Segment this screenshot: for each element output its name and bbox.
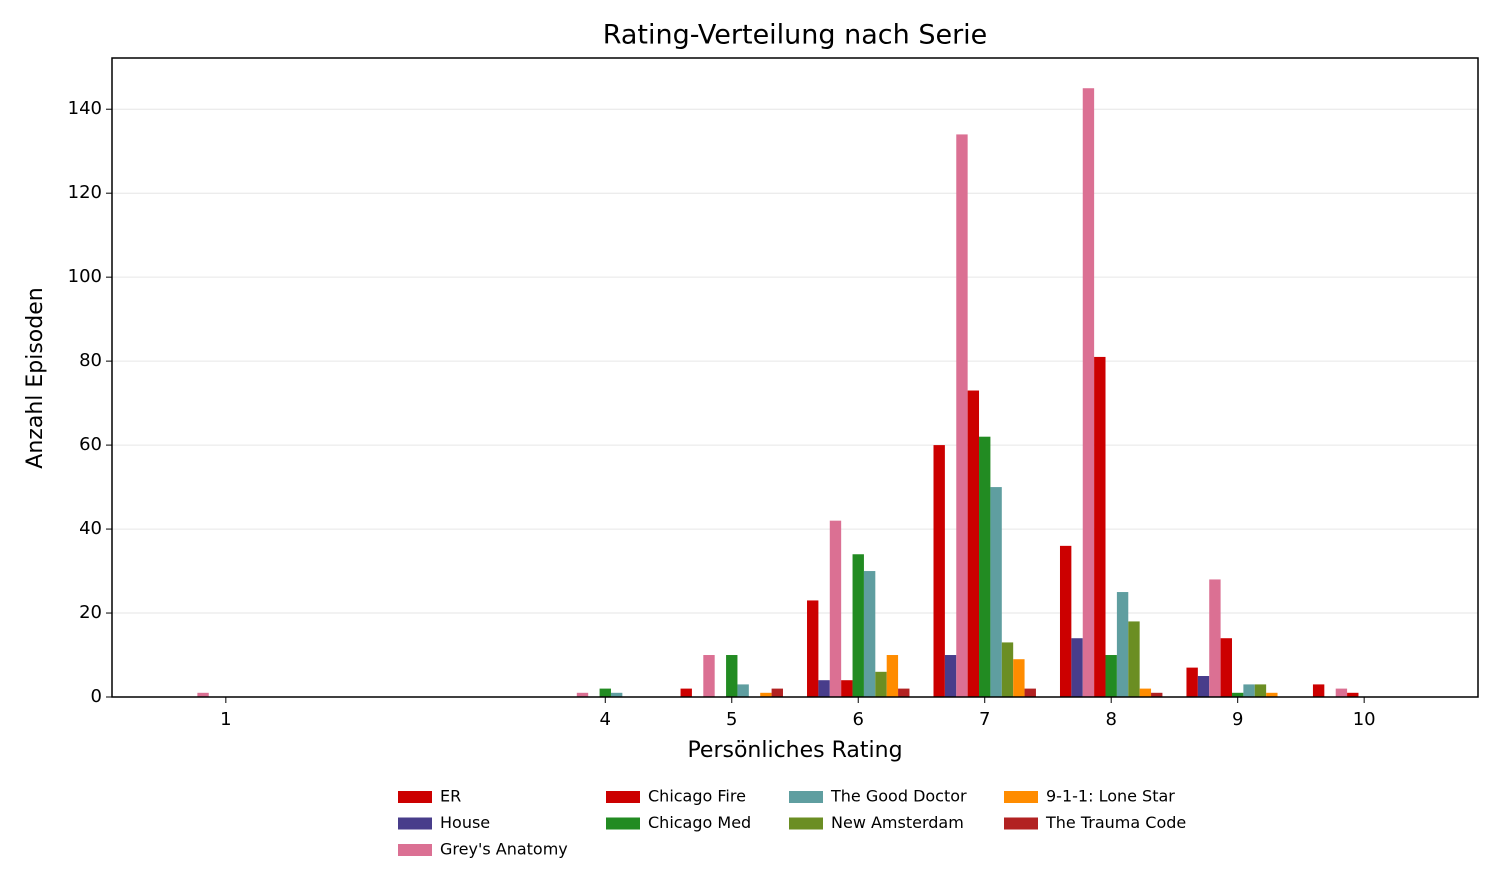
legend-label: House <box>440 813 490 832</box>
bar <box>1094 356 1106 697</box>
bar <box>1128 621 1140 697</box>
bar <box>599 688 611 697</box>
bar <box>967 390 980 697</box>
x-tick-label: 6 <box>853 709 864 730</box>
legend-swatch <box>606 817 640 830</box>
bar <box>956 134 968 697</box>
bar <box>1186 667 1198 697</box>
bar <box>1024 688 1036 697</box>
bar <box>1347 692 1359 697</box>
bar <box>1220 638 1232 697</box>
bar <box>841 680 853 697</box>
x-tick-label: 9 <box>1232 709 1243 730</box>
bar <box>1254 684 1267 697</box>
bar <box>1243 684 1255 697</box>
legend-label: ER <box>440 787 461 806</box>
bar <box>886 655 899 697</box>
bar <box>771 688 783 697</box>
legend-label: Grey's Anatomy <box>440 840 568 859</box>
bar <box>1013 659 1025 697</box>
bar <box>875 671 887 697</box>
bar <box>852 554 864 697</box>
bar <box>1116 592 1129 697</box>
y-axis-label: Anzahl Episoden <box>23 287 48 468</box>
y-tick-label: 80 <box>79 350 102 371</box>
legend-label: Chicago Fire <box>648 787 746 806</box>
legend-label: The Trauma Code <box>1045 813 1186 832</box>
bar <box>1312 684 1325 697</box>
bar <box>680 688 692 697</box>
bar <box>1266 692 1278 697</box>
bar <box>610 692 623 697</box>
legend-swatch <box>398 817 432 830</box>
legend-label: New Amsterdam <box>831 813 964 832</box>
bar <box>737 684 749 697</box>
legend-swatch <box>1004 817 1038 830</box>
chart-title: Rating-Verteilung nach Serie <box>603 20 988 51</box>
legend-swatch <box>789 791 823 803</box>
x-axis-label: Persönliches Rating <box>687 738 902 763</box>
bar <box>1335 688 1348 697</box>
x-tick-label: 8 <box>1105 709 1116 730</box>
legend-swatch <box>398 791 432 803</box>
y-tick-label: 120 <box>68 182 102 203</box>
x-tick-label: 1 <box>220 709 231 730</box>
bar <box>703 655 715 697</box>
legend-swatch <box>398 844 432 856</box>
bar <box>1059 545 1072 697</box>
bar <box>979 436 991 697</box>
bar <box>576 692 589 697</box>
bar <box>944 655 957 697</box>
bar <box>1151 692 1163 697</box>
x-tick-label: 7 <box>979 709 990 730</box>
y-tick-label: 40 <box>79 518 102 539</box>
x-tick-label: 4 <box>600 709 611 730</box>
bar <box>990 487 1002 697</box>
legend-label: Chicago Med <box>648 813 751 832</box>
bar <box>1231 692 1244 697</box>
y-tick-label: 0 <box>91 686 102 707</box>
y-tick-label: 140 <box>68 98 102 119</box>
legend-swatch <box>1004 791 1038 803</box>
bar <box>829 520 842 697</box>
bar <box>863 571 876 697</box>
bar <box>1105 655 1117 697</box>
bar <box>898 688 910 697</box>
bar <box>1001 642 1014 697</box>
bar <box>726 655 738 697</box>
legend-label: 9-1-1: Lone Star <box>1046 787 1175 806</box>
y-tick-label: 20 <box>79 602 102 623</box>
bar <box>1071 638 1083 697</box>
x-tick-label: 5 <box>726 709 737 730</box>
legend-swatch <box>789 817 823 830</box>
bar <box>760 692 772 697</box>
legend-label: The Good Doctor <box>830 787 967 806</box>
bar <box>1209 579 1221 697</box>
bar <box>807 600 819 697</box>
legend-swatch <box>606 791 640 803</box>
x-tick-label: 10 <box>1353 709 1376 730</box>
bar <box>1082 88 1095 698</box>
bar <box>1197 676 1210 697</box>
bar <box>933 445 945 697</box>
bar <box>1139 688 1152 697</box>
plot-frame <box>111 57 1479 698</box>
bar <box>197 692 209 697</box>
bar <box>818 680 830 697</box>
y-tick-label: 100 <box>68 266 102 287</box>
y-tick-label: 60 <box>79 434 102 455</box>
